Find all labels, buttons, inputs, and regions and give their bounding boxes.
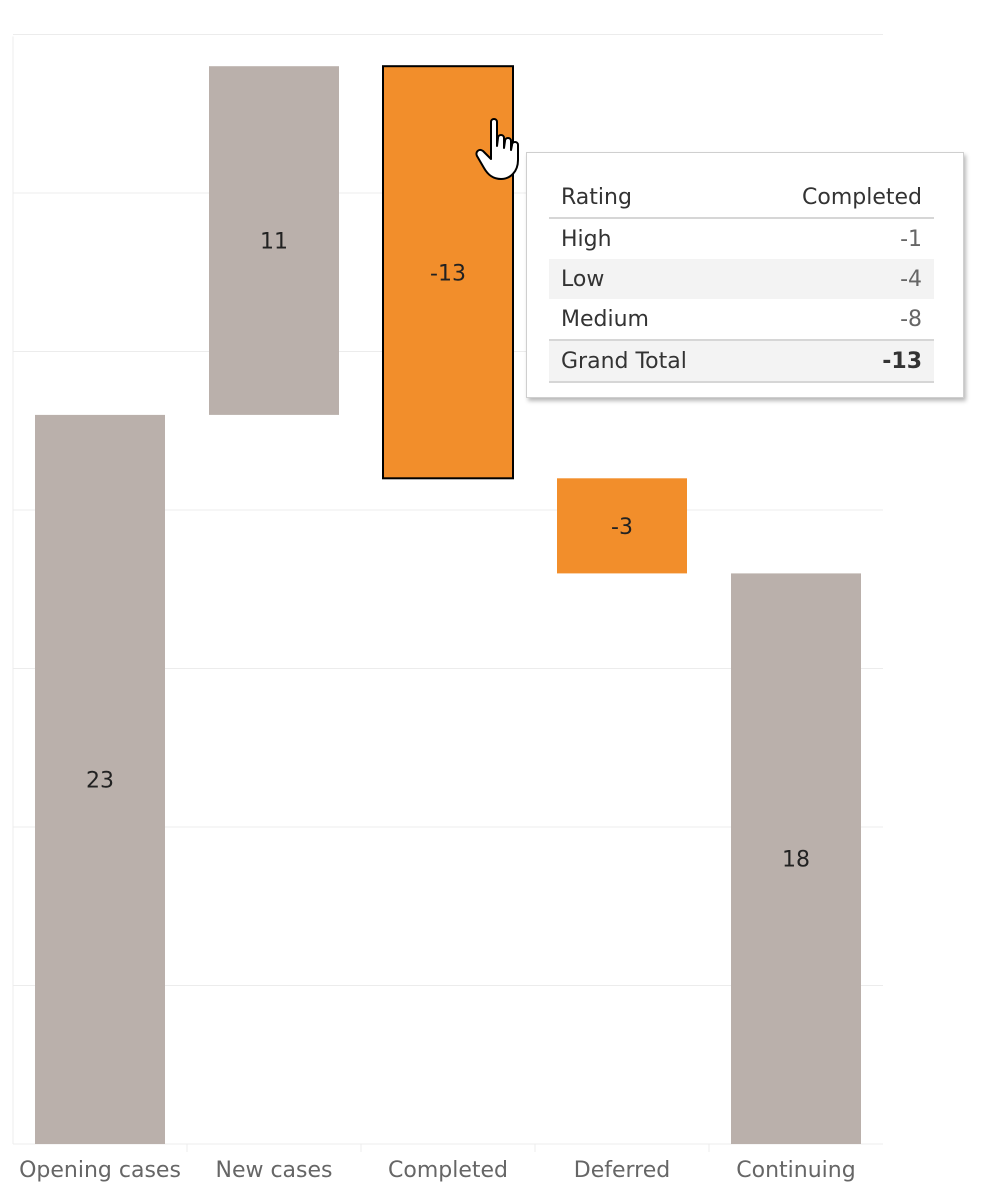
tooltip-row-label: Medium: [561, 306, 649, 332]
bar-new-cases[interactable]: [209, 66, 339, 415]
value-labels: 23 11 -13 -3 18: [86, 230, 810, 873]
x-tick-label-completed: Completed: [388, 1158, 508, 1183]
tooltip-total-value: -13: [745, 339, 934, 383]
bar-continuing[interactable]: [731, 573, 861, 1144]
hand-pointer-icon: [475, 118, 519, 180]
value-label-opening-cases: 23: [86, 768, 114, 793]
x-tick-label-continuing: Continuing: [736, 1158, 855, 1183]
x-axis-labels: Opening cases New cases Completed Deferred C…: [19, 1158, 856, 1183]
bar-deferred[interactable]: [557, 478, 687, 574]
x-tick-label-deferred: Deferred: [574, 1158, 670, 1183]
bar-opening-cases[interactable]: [35, 414, 165, 1144]
tooltip-header-rating: Rating: [549, 177, 746, 219]
tooltip-row-value: -4: [745, 259, 934, 299]
value-label-deferred: -3: [611, 515, 633, 540]
tooltip-total-row: Grand Total -13: [549, 339, 934, 383]
tooltip-table: Rating Completed High -1 Low -4 Medium -…: [549, 177, 934, 383]
x-tick-label-new-cases: New cases: [215, 1158, 332, 1183]
tooltip-row: Medium -8: [549, 299, 934, 340]
value-label-completed: -13: [430, 261, 466, 286]
tooltip-row-value: -8: [900, 306, 922, 332]
tooltip-row-value: -1: [900, 226, 922, 252]
bars: [35, 65, 861, 1144]
tooltip-total-label: Grand Total: [549, 339, 746, 383]
tooltip-row-label: High: [561, 226, 612, 252]
value-label-continuing: 18: [782, 848, 810, 873]
tooltip: Rating Completed High -1 Low -4 Medium -…: [526, 152, 964, 398]
tooltip-row: High -1: [549, 218, 934, 259]
tooltip-row-label: Low: [549, 259, 746, 299]
x-tick-label-opening-cases: Opening cases: [19, 1158, 181, 1183]
tooltip-row: Low -4: [549, 259, 934, 299]
tooltip-header-completed: Completed: [745, 177, 934, 219]
value-label-new-cases: 11: [260, 230, 288, 255]
tooltip-header-row: Rating Completed: [549, 177, 934, 219]
